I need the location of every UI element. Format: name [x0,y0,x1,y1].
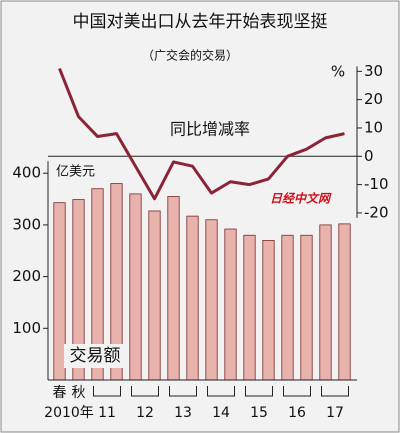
group-bracket [283,386,311,397]
line [58,67,345,201]
bar [319,224,332,381]
group-label: 12 [136,405,154,421]
group-bracket [321,386,349,397]
watermark: 日经中文网 [270,192,332,206]
bar [205,219,218,381]
bar [129,193,142,381]
bar-label: 交易额 [70,346,121,366]
bar [338,223,351,381]
bar [300,234,313,381]
bar [243,234,256,381]
y2-tick-label: 20 [364,90,383,108]
bar [281,234,294,381]
y-tick-label: 100 [12,319,41,337]
bar [167,196,180,381]
group-label: 13 [174,405,192,421]
x-tick-label: 秋 [72,385,86,401]
y-tick-label: 200 [12,267,41,285]
bar [148,210,161,381]
chart-title: 中国对美出口从去年开始表现坚挺 [73,12,328,32]
y-tick-label: 400 [12,164,41,182]
group-label: 16 [288,405,306,421]
label-box [64,344,126,368]
x-tick-label: 春 [53,385,67,401]
group-bracket [93,386,121,397]
group-bracket [169,386,197,397]
group-label: 11 [98,405,116,421]
y2-tick-label: 10 [364,118,383,136]
y-tick-label: 300 [12,215,41,233]
group-label: 2010年 [44,405,94,421]
y2-tick-label: -10 [364,175,389,193]
chart-subtitle: （广交会的交易） [142,48,238,63]
bar [53,202,66,381]
group-bracket [131,386,159,397]
bar [262,240,275,381]
y2-tick-label: 0 [364,147,374,165]
y2-label: % [331,63,345,81]
bar [186,215,199,381]
y2-tick-label: -20 [364,203,389,221]
y-label: 亿美元 [56,165,95,180]
group-bracket [207,386,235,397]
y2-tick-label: 30 [364,62,383,80]
bar [224,228,237,381]
group-label: 15 [250,405,268,421]
group-label: 14 [212,405,230,421]
group-bracket [245,386,273,397]
group-label: 17 [326,405,344,421]
line-label: 同比增减率 [170,120,250,139]
